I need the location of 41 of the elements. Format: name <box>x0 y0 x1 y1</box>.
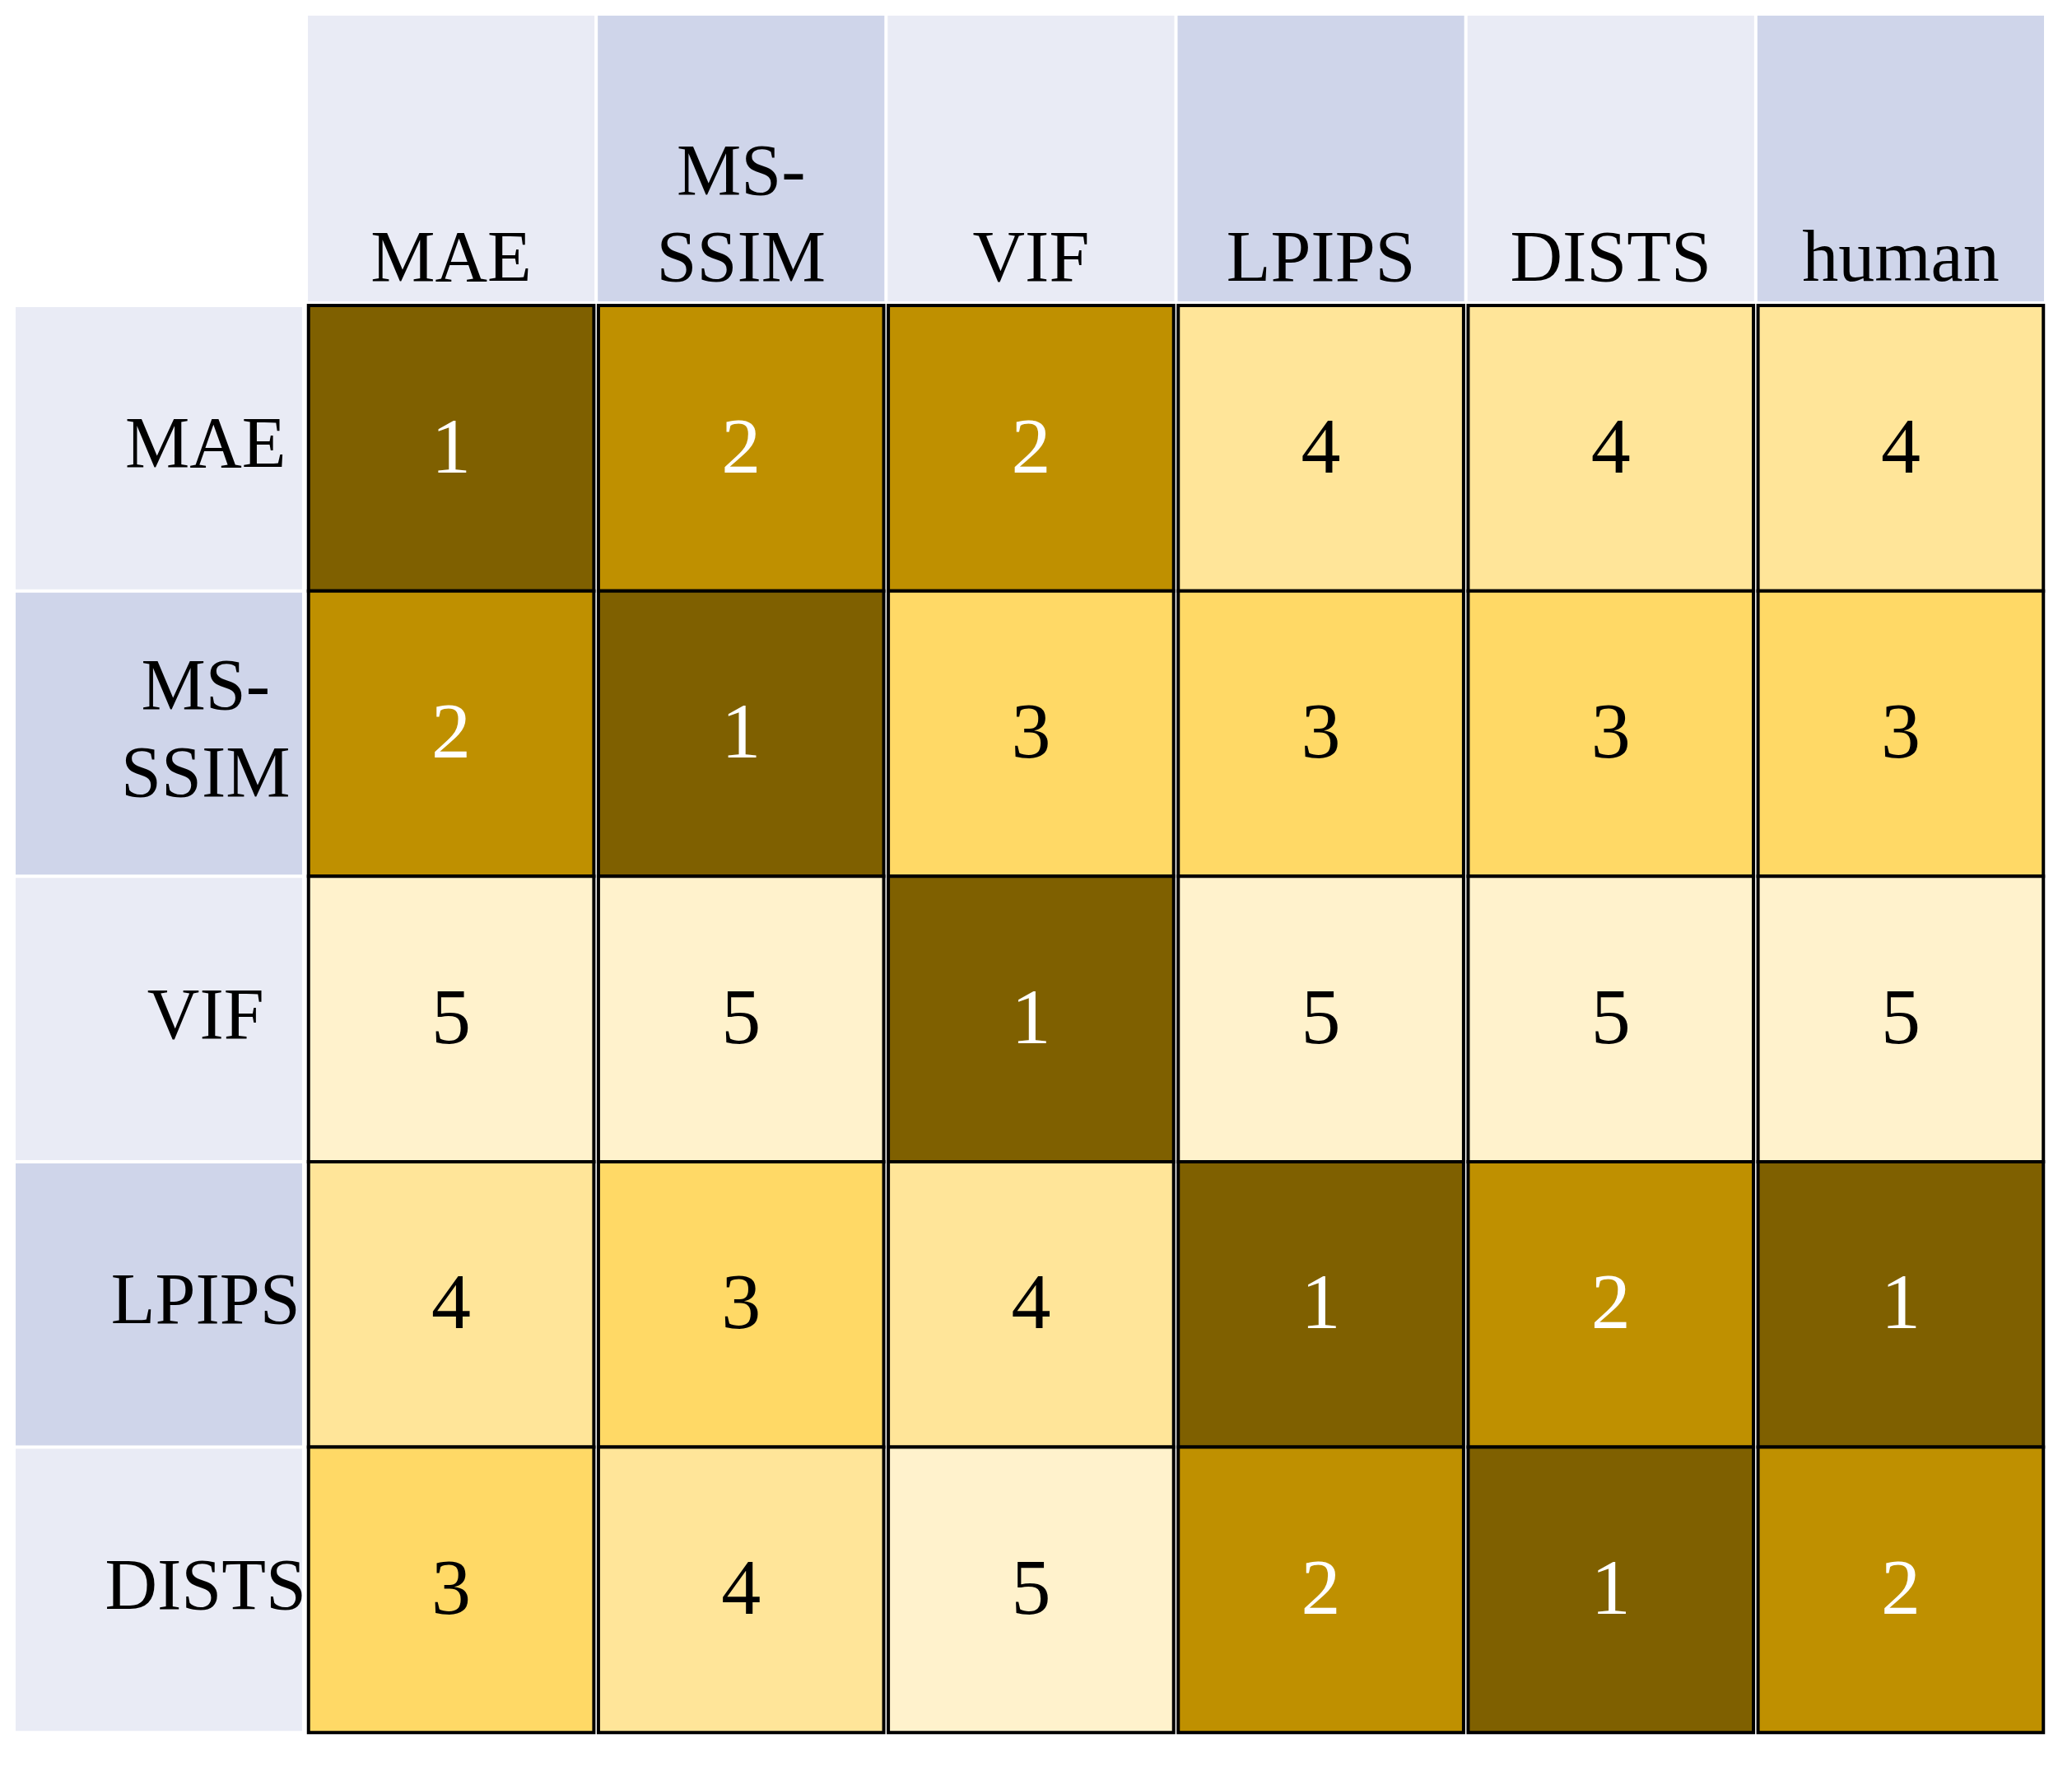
data-label: 2 <box>1011 401 1051 490</box>
data-label: 1 <box>1590 1543 1631 1632</box>
x-tick-label: LPIPS <box>1226 217 1416 297</box>
data-label: 3 <box>1301 687 1341 776</box>
data-label: 5 <box>1011 1543 1051 1632</box>
data-label: 2 <box>1880 1543 1921 1632</box>
data-label: 2 <box>1590 1257 1631 1346</box>
data-label: 5 <box>1301 972 1341 1060</box>
data-label: 2 <box>721 401 761 490</box>
y-tick-label: MAE <box>124 403 286 483</box>
data-label: 1 <box>1301 1257 1341 1346</box>
data-label: 1 <box>1880 1257 1921 1346</box>
x-tick-label: human <box>1802 217 2000 297</box>
data-label: 3 <box>431 1543 472 1632</box>
y-tick-label: LPIPS <box>110 1259 300 1340</box>
data-label: 3 <box>721 1257 761 1346</box>
data-label: 3 <box>1590 687 1631 776</box>
y-tick-label: MS-SSIM <box>121 645 291 812</box>
y-tick-label: VIF <box>147 973 264 1054</box>
x-tick-label: MS-SSIM <box>656 129 826 297</box>
data-label: 4 <box>1880 401 1921 490</box>
data-label: 5 <box>1880 972 1921 1060</box>
data-label: 2 <box>431 687 472 776</box>
data-label: 1 <box>721 687 761 776</box>
data-label: 2 <box>1301 1543 1341 1632</box>
data-label: 4 <box>1590 401 1631 490</box>
y-tick-label: DISTS <box>105 1544 306 1625</box>
x-tick-label: DISTS <box>1510 217 1711 297</box>
data-label: 4 <box>1011 1257 1051 1346</box>
data-label: 5 <box>721 972 761 1060</box>
data-label: 5 <box>431 972 472 1060</box>
data-label: 3 <box>1011 687 1051 776</box>
data-label: 4 <box>721 1543 761 1632</box>
data-label: 4 <box>1301 401 1341 490</box>
data-label: 1 <box>431 401 472 490</box>
data-label: 5 <box>1590 972 1631 1060</box>
data-label: 1 <box>1011 972 1051 1060</box>
data-label: 4 <box>431 1257 472 1346</box>
x-tick-label: VIF <box>972 217 1090 297</box>
x-tick-label: MAE <box>370 217 532 297</box>
data-label: 3 <box>1880 687 1921 776</box>
